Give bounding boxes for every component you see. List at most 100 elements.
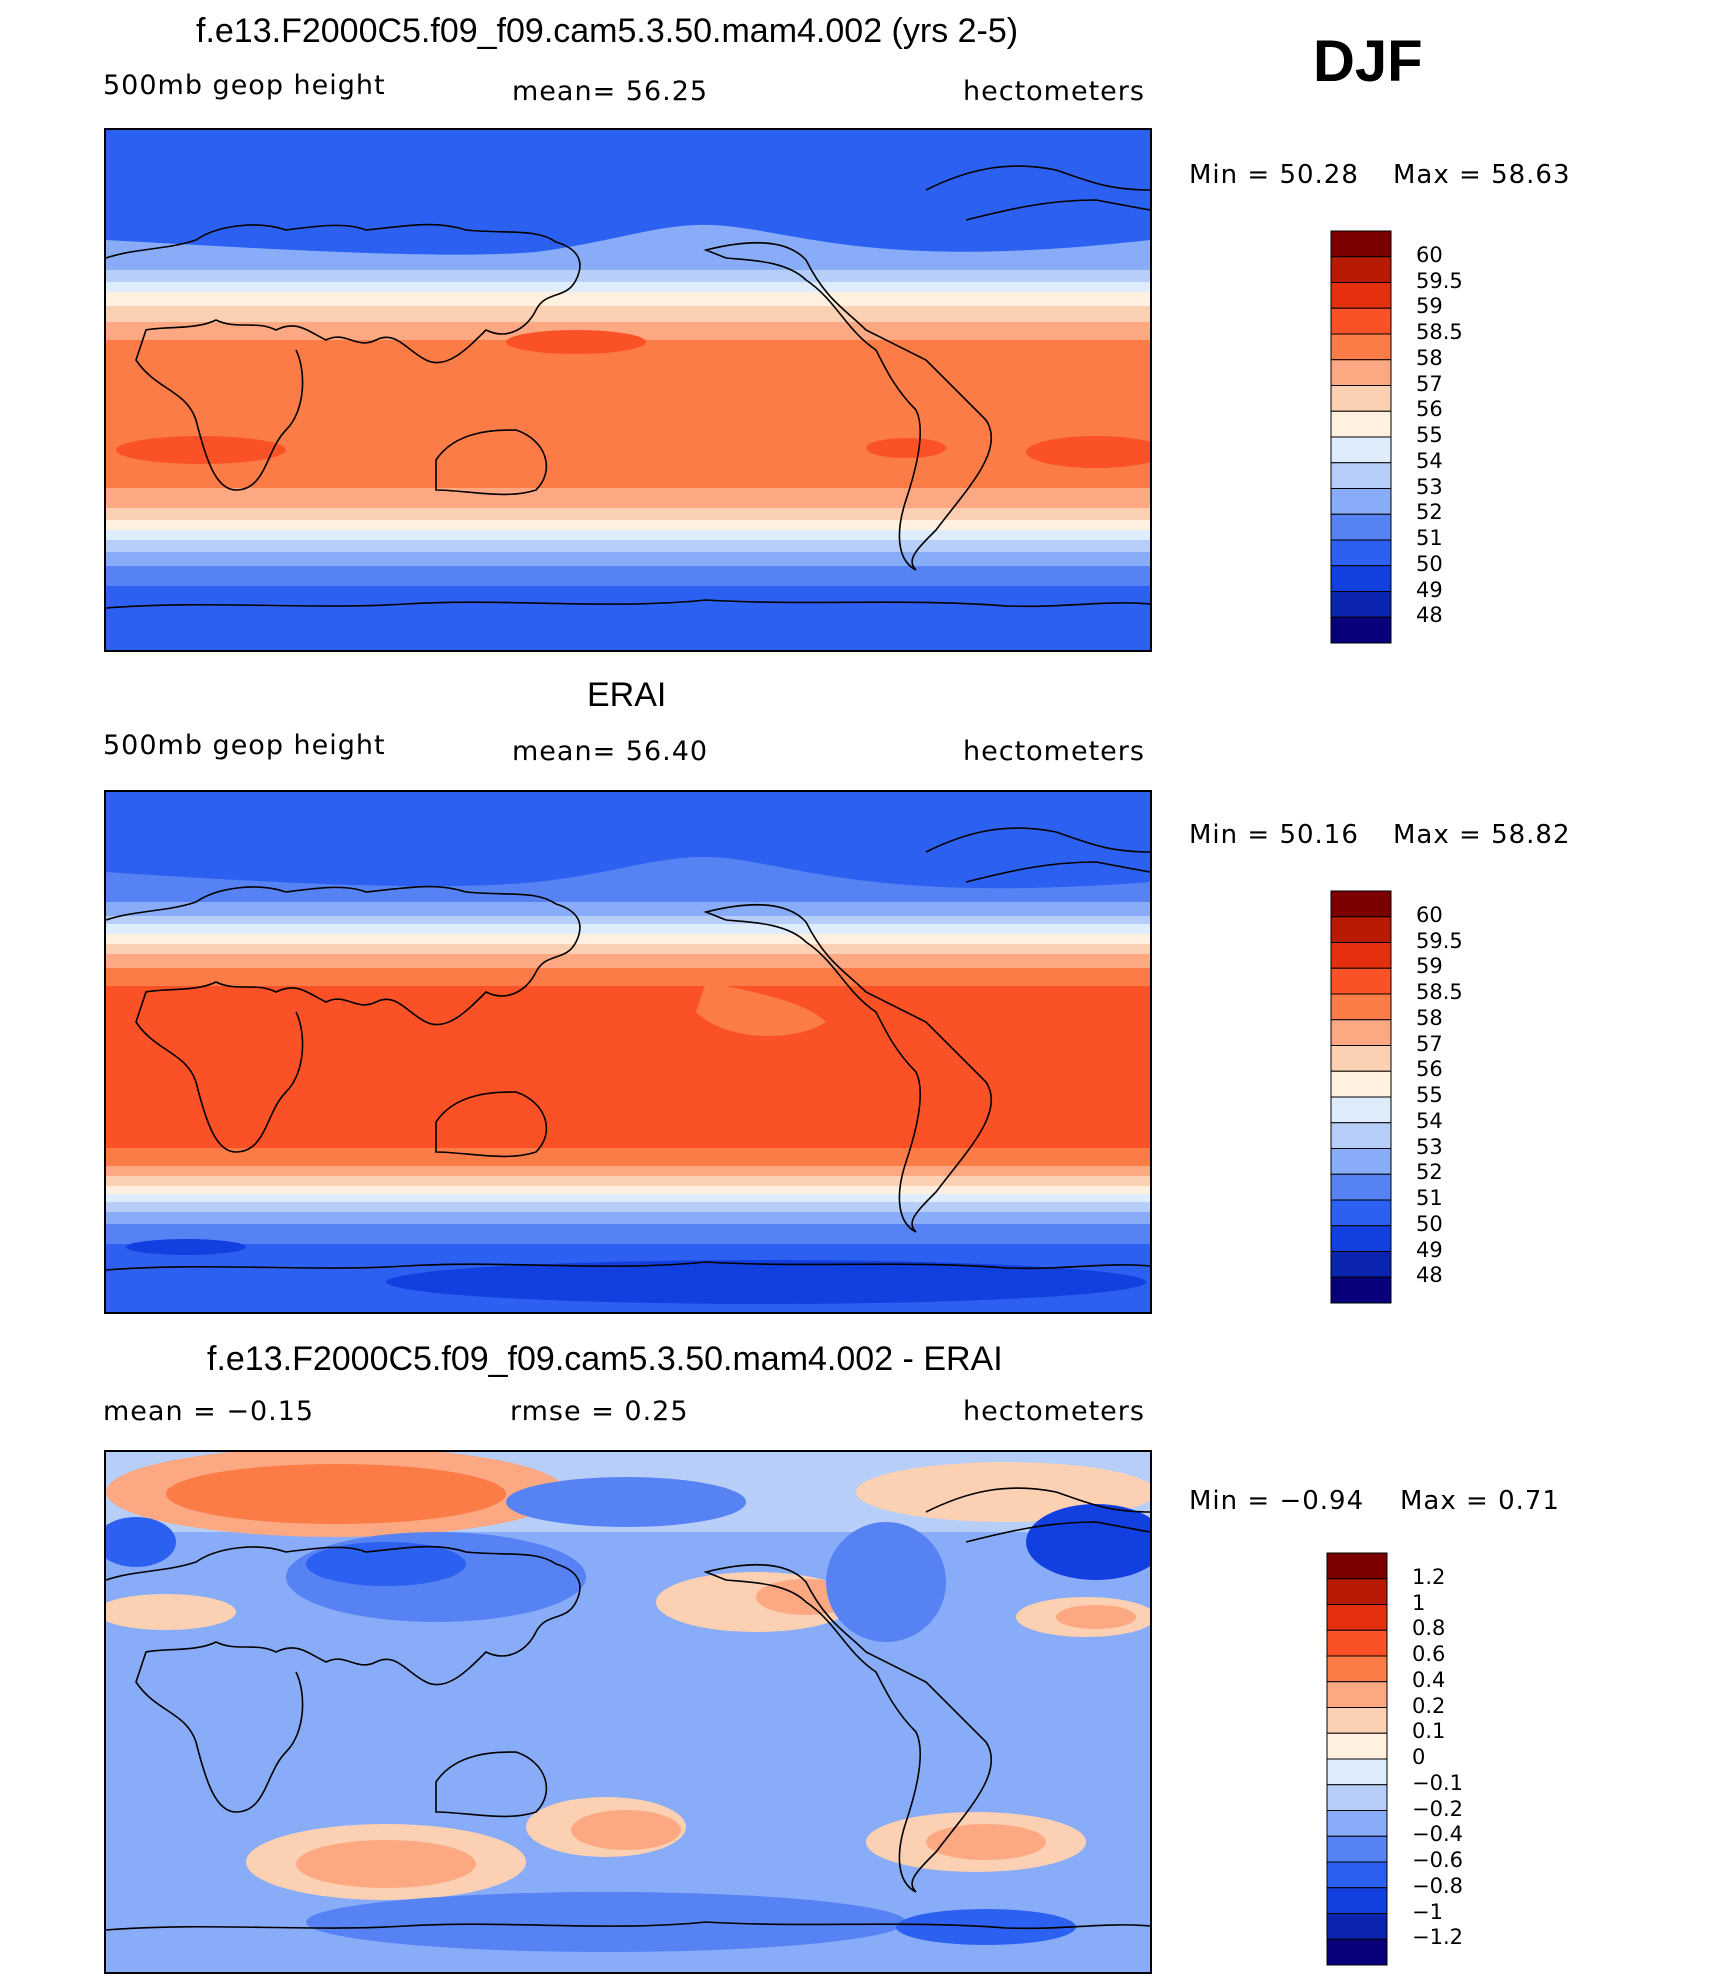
colorbar-box bbox=[1330, 1199, 1392, 1227]
panel2-colorbar: 60 59.5 59 58.5 58 57 56 55 54 53 52 51 50 49 48 bbox=[1330, 890, 1463, 1304]
colorbar-box bbox=[1326, 1861, 1388, 1889]
panel1-max: Max = 58.63 bbox=[1393, 160, 1571, 190]
colorbar-box bbox=[1326, 1707, 1388, 1734]
colorbar-tick-label: 52 bbox=[1416, 1160, 1443, 1185]
panel3-min: Min = −0.94 bbox=[1189, 1486, 1365, 1516]
colorbar-box bbox=[1330, 410, 1392, 438]
colorbar-tick-label: 55 bbox=[1416, 423, 1443, 447]
colorbar-box bbox=[1330, 942, 1392, 969]
colorbar-tick-label: 60 bbox=[1416, 242, 1443, 267]
colorbar-box bbox=[1330, 1173, 1392, 1201]
colorbar-tick-label: 51 bbox=[1416, 526, 1443, 550]
colorbar-box bbox=[1330, 462, 1392, 489]
colorbar-box bbox=[1330, 1148, 1392, 1175]
colorbar-tick-label: 60 bbox=[1416, 902, 1443, 927]
panel3-max: Max = 0.71 bbox=[1400, 1486, 1560, 1516]
colorbar-box bbox=[1330, 230, 1392, 258]
colorbar-box bbox=[1326, 1810, 1388, 1837]
colorbar-box bbox=[1330, 1251, 1392, 1278]
colorbar-box bbox=[1330, 539, 1392, 567]
colorbar-box bbox=[1326, 1732, 1388, 1760]
colorbar-box bbox=[1326, 1629, 1388, 1657]
colorbar-tick-label: −0.4 bbox=[1412, 1822, 1463, 1847]
colorbar-box bbox=[1330, 385, 1392, 412]
panel1-center-label: mean= 56.25 bbox=[512, 76, 709, 107]
colorbar-box bbox=[1326, 1758, 1388, 1786]
colorbar-box bbox=[1326, 1913, 1388, 1940]
colorbar-tick-label: 59 bbox=[1416, 294, 1443, 319]
colorbar-tick-label: 52 bbox=[1416, 500, 1443, 525]
colorbar-tick-label: 0.8 bbox=[1412, 1616, 1446, 1641]
panel3-colorbar-boxes bbox=[1326, 1552, 1388, 1966]
panel1-title: f.e13.F2000C5.f09_f09.cam5.3.50.mam4.002… bbox=[196, 12, 1019, 50]
colorbar-box bbox=[1326, 1604, 1388, 1631]
colorbar-tick-label: −0.1 bbox=[1412, 1770, 1463, 1795]
colorbar-tick-label: 51 bbox=[1416, 1186, 1443, 1210]
colorbar-tick-label: 55 bbox=[1416, 1083, 1443, 1107]
colorbar-box bbox=[1326, 1578, 1388, 1605]
colorbar-box bbox=[1330, 1070, 1392, 1098]
panel2-title: ERAI bbox=[587, 676, 667, 714]
colorbar-tick-label: 58.5 bbox=[1416, 320, 1463, 344]
colorbar-box bbox=[1330, 436, 1392, 464]
colorbar-tick-label: 58.5 bbox=[1416, 980, 1463, 1004]
panel3-map bbox=[104, 1450, 1152, 1974]
colorbar-tick-label: 53 bbox=[1416, 474, 1443, 499]
colorbar-tick-label: 58 bbox=[1416, 345, 1443, 370]
colorbar-box bbox=[1326, 1938, 1388, 1966]
colorbar-box bbox=[1330, 890, 1392, 918]
colorbar-tick-label: 53 bbox=[1416, 1134, 1443, 1159]
colorbar-tick-label: 56 bbox=[1416, 1057, 1443, 1082]
colorbar-box bbox=[1330, 333, 1392, 361]
panel2-center-label: mean= 56.40 bbox=[512, 736, 709, 767]
panel3-colorbar: 1.2 1 0.8 0.6 0.4 0.2 0.1 0 −0.1 −0.2 −0.4 −0.6 −0.8… bbox=[1326, 1552, 1463, 1966]
colorbar-box bbox=[1330, 1045, 1392, 1072]
colorbar-box bbox=[1330, 307, 1392, 335]
panel3-title: f.e13.F2000C5.f09_f09.cam5.3.50.mam4.002… bbox=[207, 1340, 1003, 1378]
colorbar-tick-label: 54 bbox=[1416, 448, 1443, 473]
panel2-max: Max = 58.82 bbox=[1393, 820, 1571, 850]
colorbar-box bbox=[1330, 359, 1392, 386]
colorbar-box bbox=[1326, 1887, 1388, 1914]
panel2-map bbox=[104, 790, 1152, 1314]
colorbar-box bbox=[1330, 916, 1392, 943]
colorbar-tick-label: −0.8 bbox=[1412, 1873, 1463, 1898]
panel2-min: Min = 50.16 bbox=[1189, 820, 1359, 850]
colorbar-box bbox=[1326, 1784, 1388, 1811]
colorbar-tick-label: 59 bbox=[1416, 954, 1443, 979]
colorbar-box bbox=[1330, 1096, 1392, 1124]
colorbar-tick-label: 49 bbox=[1416, 1237, 1443, 1262]
colorbar-tick-label: −0.2 bbox=[1412, 1796, 1463, 1821]
season-label: DJF bbox=[1313, 29, 1423, 94]
colorbar-tick-label: 0.1 bbox=[1412, 1719, 1446, 1744]
colorbar-box bbox=[1330, 1225, 1392, 1252]
colorbar-box bbox=[1330, 1122, 1392, 1149]
colorbar-box bbox=[1330, 1019, 1392, 1046]
colorbar-box bbox=[1330, 256, 1392, 283]
colorbar-box bbox=[1330, 967, 1392, 995]
colorbar-box bbox=[1330, 565, 1392, 592]
colorbar-box bbox=[1330, 1276, 1392, 1304]
colorbar-tick-label: −1.2 bbox=[1412, 1925, 1463, 1950]
panel1-min: Min = 50.28 bbox=[1189, 160, 1359, 190]
colorbar-tick-label: 0.2 bbox=[1412, 1693, 1446, 1718]
colorbar-box bbox=[1326, 1655, 1388, 1683]
colorbar-tick-label: 48 bbox=[1416, 603, 1443, 628]
colorbar-box bbox=[1326, 1835, 1388, 1863]
panel1-left-label: 500mb geop height bbox=[103, 70, 386, 101]
colorbar-tick-label: 54 bbox=[1416, 1108, 1443, 1133]
panel1-colorbar-boxes bbox=[1330, 230, 1392, 644]
colorbar-tick-label: −1 bbox=[1412, 1899, 1443, 1924]
colorbar-tick-label: 50 bbox=[1416, 1211, 1443, 1236]
panel3-field bbox=[106, 1452, 1150, 1972]
panel1-map bbox=[104, 128, 1152, 652]
colorbar-tick-label: 48 bbox=[1416, 1263, 1443, 1288]
colorbar-tick-label: 57 bbox=[1416, 371, 1443, 396]
panel1-units: hectometers bbox=[963, 76, 1145, 107]
colorbar-box bbox=[1330, 488, 1392, 515]
colorbar-tick-label: 58 bbox=[1416, 1005, 1443, 1030]
colorbar-box bbox=[1326, 1552, 1388, 1580]
colorbar-box bbox=[1330, 616, 1392, 644]
colorbar-tick-label: 59.5 bbox=[1416, 928, 1463, 953]
colorbar-box bbox=[1330, 513, 1392, 541]
